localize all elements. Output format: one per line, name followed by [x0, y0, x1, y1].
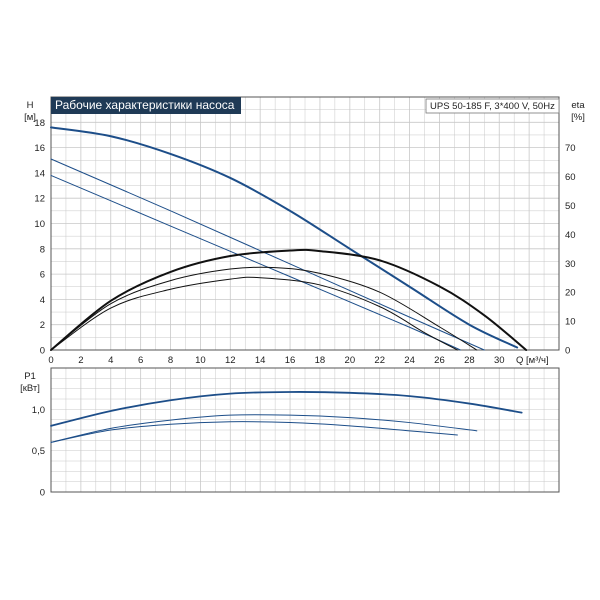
x-tick-label: 6 — [138, 355, 143, 366]
x-tick-label: 22 — [374, 355, 385, 366]
y2-tick-label: 0 — [565, 346, 570, 357]
y-tick-label: 6 — [40, 270, 45, 281]
x-tick-label: 28 — [464, 355, 475, 366]
efficiency-curve — [50, 276, 458, 351]
power-plot-frame — [50, 367, 560, 493]
y-tick-label: 10 — [34, 219, 45, 230]
y-tick-label: 16 — [34, 143, 45, 154]
y2-tick-label: 30 — [565, 259, 576, 270]
x-tick-label: 26 — [434, 355, 445, 366]
power-tick-label: 1,0 — [32, 405, 45, 416]
efficiency-curve — [50, 266, 478, 351]
efficiency-curve — [50, 248, 528, 351]
power-curve — [50, 421, 458, 443]
power-curve — [50, 391, 523, 427]
head-curve — [50, 126, 519, 349]
head-curve — [50, 158, 485, 351]
y-axis-label-unit: [м] — [24, 112, 36, 123]
head-plot-frame — [50, 96, 560, 351]
y2-axis-label-unit: [%] — [571, 112, 585, 123]
x-tick-label: 24 — [404, 355, 415, 366]
head-curve — [50, 174, 461, 351]
chart-title-box — [51, 97, 241, 114]
x-tick-label: 14 — [255, 355, 266, 366]
power-plot-series — [50, 391, 523, 443]
y-tick-label: 14 — [34, 168, 45, 179]
power-plot-ticks: 0 0,5 1,0 — [32, 405, 45, 499]
x-tick-label: 18 — [315, 355, 326, 366]
power-axis-label-name: P1 — [24, 371, 36, 382]
chart-title: Рабочие характеристики насоса — [55, 98, 235, 112]
y-tick-label: 2 — [40, 320, 45, 331]
power-axis-label-unit: [кВт] — [20, 383, 40, 394]
model-label: UPS 50-185 F, 3*400 V, 50Hz — [430, 101, 555, 112]
power-tick-label: 0 — [40, 488, 45, 499]
x-tick-label: 8 — [168, 355, 173, 366]
x-axis-label: Q [м³/ч] — [516, 355, 549, 366]
x-tick-label: 12 — [225, 355, 236, 366]
head-plot-ticks: 0 2 4 6 8 10 12 14 16 18 20 22 24 26 28 300246810121416… — [34, 118, 575, 366]
x-tick-label: 30 — [494, 355, 505, 366]
head-plot-series — [50, 126, 528, 351]
power-tick-label: 0,5 — [32, 446, 45, 457]
y2-tick-label: 20 — [565, 288, 576, 299]
y-tick-label: 4 — [40, 295, 45, 306]
y2-tick-label: 10 — [565, 317, 576, 328]
y2-tick-label: 60 — [565, 172, 576, 183]
x-tick-label: 20 — [345, 355, 356, 366]
y-axis-label-name: H — [27, 100, 34, 111]
head-plot-grid — [51, 97, 559, 350]
y2-tick-label: 40 — [565, 230, 576, 241]
y2-tick-label: 50 — [565, 201, 576, 212]
x-tick-label: 16 — [285, 355, 296, 366]
y2-tick-label: 70 — [565, 143, 576, 154]
x-tick-label: 0 — [48, 355, 53, 366]
x-tick-label: 4 — [108, 355, 113, 366]
power-plot-grid — [51, 368, 559, 492]
y-tick-label: 0 — [40, 346, 45, 357]
y2-axis-label-name: eta — [571, 100, 585, 111]
x-tick-label: 2 — [78, 355, 83, 366]
model-label-box — [425, 98, 560, 114]
y-tick-label: 8 — [40, 244, 45, 255]
power-curve — [50, 414, 478, 443]
y-tick-label: 18 — [34, 118, 45, 129]
y-tick-label: 12 — [34, 194, 45, 205]
x-tick-label: 10 — [195, 355, 206, 366]
